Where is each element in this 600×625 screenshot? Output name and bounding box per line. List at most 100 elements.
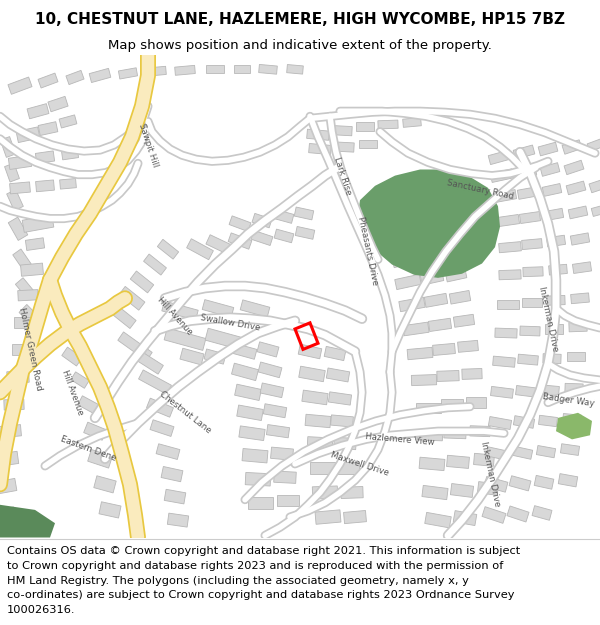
Bar [240,300,270,317]
Bar [13,249,31,270]
Bar [425,512,451,528]
Bar [407,348,433,360]
Bar [337,462,359,474]
Text: 100026316.: 100026316. [7,605,76,615]
Bar [156,444,180,459]
Bar [412,374,437,386]
Bar [445,268,467,282]
Bar [164,328,206,351]
Bar [0,424,22,438]
Bar [139,370,172,394]
Bar [233,344,257,359]
Bar [507,506,529,522]
Bar [242,449,268,463]
Bar [331,415,353,427]
Bar [118,332,152,361]
Bar [418,430,443,441]
Bar [0,507,16,523]
Bar [310,462,335,474]
Polygon shape [358,169,500,278]
Bar [334,142,354,152]
Bar [299,366,325,382]
Bar [567,352,585,361]
Bar [564,160,584,174]
Bar [515,166,537,179]
Bar [547,235,566,247]
Bar [7,189,23,211]
Bar [499,242,521,252]
Bar [7,371,29,383]
Bar [259,64,277,74]
Bar [399,297,425,312]
Bar [4,399,24,410]
Bar [514,416,535,428]
Bar [433,343,455,356]
Bar [35,180,55,192]
Bar [146,398,173,418]
Bar [8,217,28,241]
Bar [71,372,89,388]
Bar [520,326,540,336]
Bar [235,384,262,401]
Text: co-ordinates) are subject to Crown copyright and database rights 2023 Ordnance S: co-ordinates) are subject to Crown copyr… [7,591,515,601]
Bar [490,169,514,182]
Bar [437,371,459,381]
Bar [392,251,418,268]
Bar [413,226,437,242]
Bar [571,233,590,245]
Bar [534,476,554,489]
Bar [395,274,421,289]
Bar [513,145,535,159]
Bar [308,144,331,154]
Bar [386,231,413,248]
Bar [94,476,116,493]
Bar [0,137,16,158]
Bar [175,66,196,75]
Bar [143,66,166,76]
Bar [458,341,478,352]
Bar [38,73,58,88]
Bar [493,189,517,202]
Bar [441,399,463,410]
Bar [237,405,263,421]
Bar [59,179,76,189]
Bar [294,207,314,220]
Text: Maxwell Drive: Maxwell Drive [330,450,390,478]
Bar [462,369,482,379]
Bar [234,65,250,73]
Bar [8,77,32,94]
Bar [143,254,166,275]
Bar [258,362,282,378]
Bar [543,354,561,364]
Bar [548,264,568,275]
Bar [563,414,581,424]
Bar [334,438,356,449]
Bar [302,390,328,405]
Bar [491,386,514,398]
Bar [251,231,273,246]
Bar [560,444,580,456]
Bar [515,386,536,397]
Polygon shape [556,412,592,439]
Bar [287,64,304,74]
Bar [59,115,77,128]
Bar [591,204,600,216]
Bar [539,415,557,427]
Bar [5,163,19,182]
Bar [271,447,293,460]
Bar [439,221,461,236]
Polygon shape [0,505,55,538]
Bar [277,495,299,506]
Bar [422,486,448,499]
Bar [541,385,559,396]
Bar [444,428,466,439]
Bar [61,149,79,160]
Bar [518,354,538,365]
Bar [495,328,517,338]
Bar [150,420,174,436]
Bar [344,511,367,524]
Bar [161,466,183,482]
Bar [22,215,54,232]
Bar [88,449,112,468]
Bar [232,363,259,381]
